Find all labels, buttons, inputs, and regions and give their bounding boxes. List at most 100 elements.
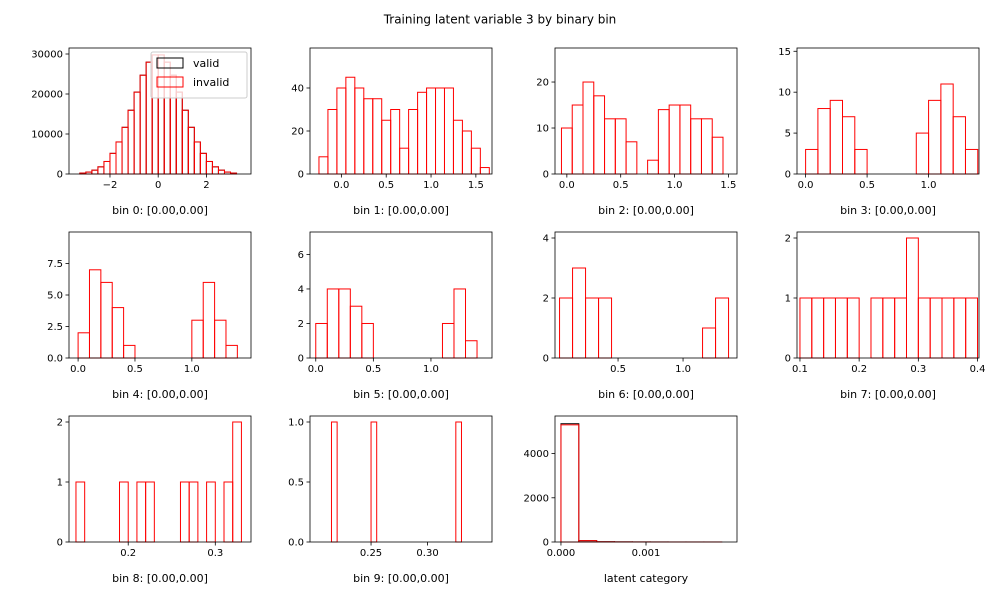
x-axis-label: bin 0: [0.00,0.00] [112,204,208,217]
histogram-bin [127,109,135,175]
histogram-bin [361,322,374,359]
x-tick-label: 0.1 [792,364,808,375]
histogram-bin [842,116,856,175]
histogram-bin [336,87,347,175]
histogram-bin [217,169,225,175]
histogram-bin [121,126,129,175]
histogram-bin [205,160,213,175]
x-tick-label: 0.3 [910,364,926,375]
histogram-bin [202,281,216,359]
histogram-bin [88,269,102,359]
histogram-bin [679,104,692,175]
histogram-bin [598,297,613,359]
y-tick-label: 15 [778,47,791,58]
y-tick-label: 0 [543,538,549,549]
y-tick-label: 1.0 [288,418,304,429]
histogram-bin [199,152,207,175]
y-tick-label: 7.5 [47,259,63,270]
histogram-bin [181,109,189,175]
histogram-bin [560,423,580,543]
histogram-bin [953,297,967,359]
histogram-bin [119,481,129,543]
histogram-bin [91,169,99,175]
x-tick-label: 0.0 [70,364,86,375]
histogram-bin [345,76,356,175]
histogram-bin [318,156,329,175]
histogram-bin [390,108,401,175]
x-tick-label: 0.5 [610,364,626,375]
x-axis-label: bin 1: [0.00,0.00] [353,204,449,217]
histogram-bin [327,108,338,175]
x-tick-label: 1.0 [423,180,439,191]
histogram-bin [585,297,600,359]
y-tick-label: 10 [778,88,791,99]
axes-frame [796,47,980,175]
histogram-bin [175,91,183,175]
histogram-bin [225,344,238,359]
x-tick-label: 1.0 [184,364,200,375]
x-tick-label: 0 [155,180,161,191]
y-tick-label: 5 [785,129,791,140]
x-tick-label: 1.5 [468,180,484,191]
histogram-bin [136,481,147,543]
histogram-bin [805,148,819,175]
histogram-bin [647,159,659,175]
y-tick-label: 0 [57,170,63,181]
histogram-bin [121,126,129,175]
histogram-bin [363,98,374,175]
histogram-bin [700,118,713,175]
histogram-bin [100,281,113,359]
x-tick-label: 0.000 [547,548,576,559]
histogram-bin [139,74,147,175]
x-tick-label: 0.5 [127,364,143,375]
legend-label: valid [193,57,219,70]
histogram-bin [702,327,717,359]
histogram-bin [326,288,340,359]
x-tick-label: 0.0 [333,180,349,191]
histogram-bin [571,104,584,175]
histogram-bin [330,421,338,543]
histogram-bin [123,344,136,359]
x-tick-label: 0.0 [308,364,324,375]
histogram-bin [426,87,437,175]
histogram-bin [435,87,445,175]
histogram-bin [91,169,99,175]
x-tick-label: 0.5 [859,180,875,191]
legend-swatch [156,76,184,88]
histogram-bin [381,119,392,175]
histogram-bin [145,481,155,543]
axes-frame [309,47,493,175]
histogram-bin [582,81,595,175]
histogram-bin [97,166,105,175]
x-tick-label: 1.0 [667,180,683,191]
histogram-bin [817,108,831,175]
axes-frame [68,415,252,543]
y-tick-label: 0 [543,170,549,181]
histogram-bin [870,297,884,359]
histogram-bin [829,99,843,175]
histogram-bin [75,481,86,543]
histogram-bin [187,126,195,175]
y-tick-label: 2000 [524,493,549,504]
histogram-bin [109,152,117,175]
histogram-bin [193,141,201,175]
histogram-bin [370,421,378,543]
histogram-bin [453,288,467,359]
axes-frame [68,47,252,175]
y-tick-label: 0 [298,354,304,365]
histogram-bin [711,136,724,175]
histogram-bin [315,322,328,359]
histogram-bin [823,297,836,359]
histogram-bin [572,267,587,359]
histogram-bin [191,319,204,359]
histogram-bin [952,116,966,175]
x-tick-label: 0.5 [365,364,381,375]
histogram-bin [372,98,383,175]
histogram-bin [690,118,702,175]
histogram-bin [715,297,730,359]
figure-title: Training latent variable 3 by binary bin [383,13,617,27]
y-tick-label: 2 [543,294,549,305]
x-tick-label: −2 [103,180,118,191]
y-tick-label: 40 [291,83,304,94]
